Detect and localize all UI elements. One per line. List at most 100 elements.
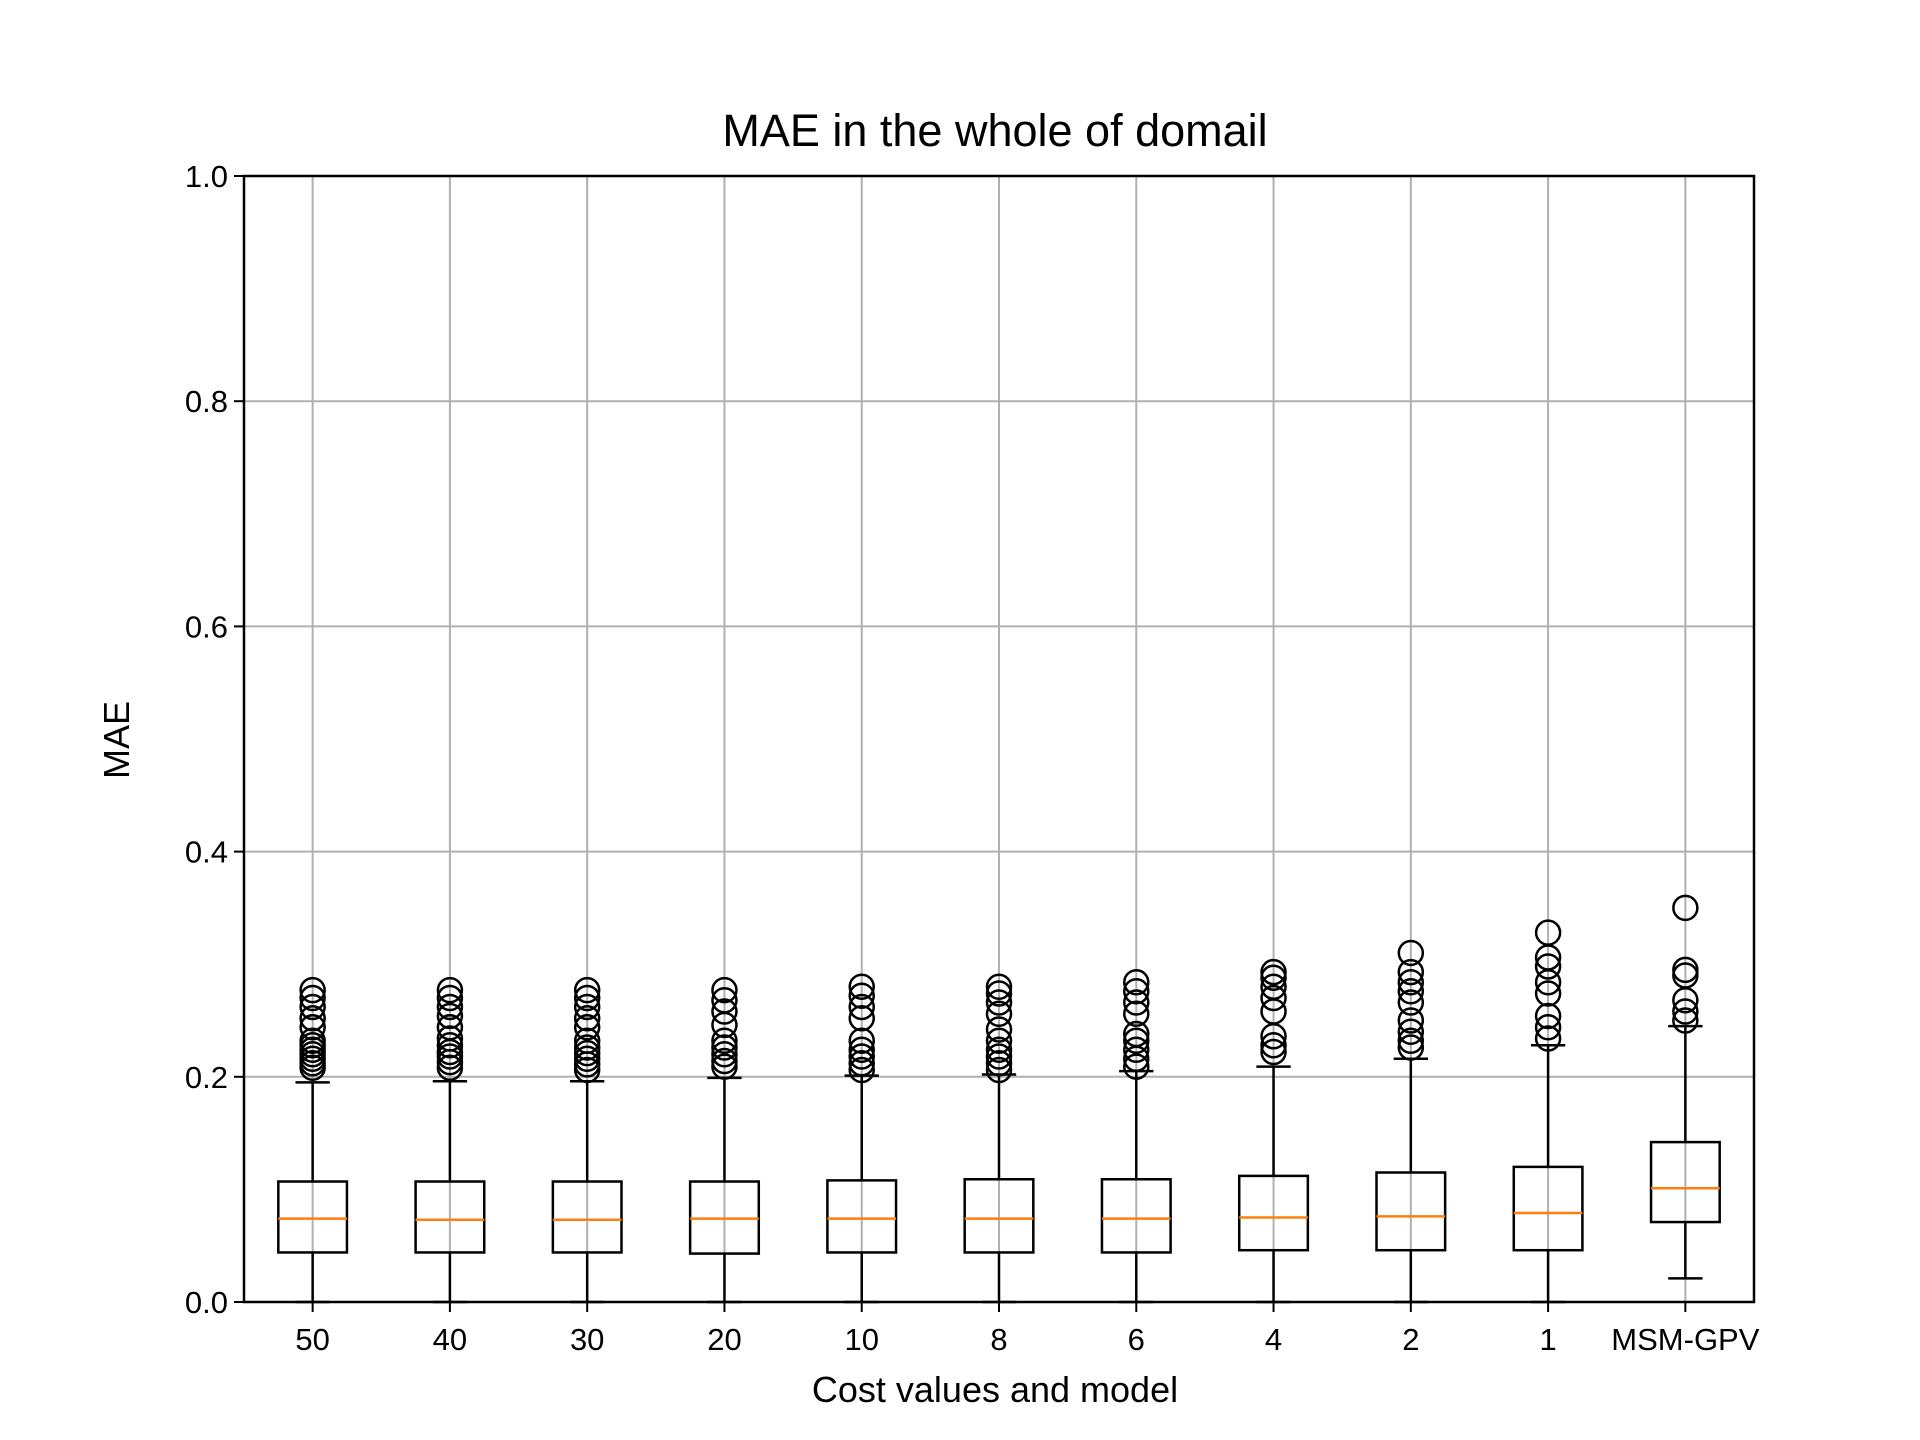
- outlier-point: [1397, 1007, 1425, 1034]
- outlier-point: [848, 1036, 875, 1064]
- box-30: [551, 976, 623, 1304]
- outlier-point: [848, 1050, 875, 1077]
- outlier-point: [1260, 1032, 1287, 1059]
- outlier-point: [1123, 968, 1150, 996]
- box-iqr: [1649, 1140, 1721, 1224]
- outlier-point: [1397, 968, 1425, 996]
- outlier-point: [436, 1032, 464, 1059]
- outlier-point: [848, 1027, 875, 1055]
- chart-title: MAE in the whole of domail: [722, 105, 1267, 156]
- outlier-point: [573, 1004, 601, 1032]
- outlier-point: [985, 1043, 1013, 1070]
- outlier-point: [573, 993, 601, 1021]
- y-tick-label: 0.8: [185, 384, 228, 419]
- x-tick-label: MSM-GPV: [1611, 1322, 1759, 1357]
- outlier-point: [848, 993, 875, 1021]
- outlier-point: [299, 1004, 326, 1032]
- outlier-point: [573, 1014, 601, 1041]
- x-tick-label: 1: [1539, 1322, 1556, 1357]
- outlier-point: [711, 986, 738, 1014]
- box-6: [1100, 968, 1172, 1304]
- box-iqr: [826, 1179, 898, 1254]
- x-tick-label: 50: [295, 1322, 329, 1357]
- outlier-point: [1397, 1018, 1425, 1046]
- outlier-point: [1397, 977, 1425, 1005]
- boxes-layer: [277, 894, 1721, 1304]
- outlier-point: [711, 1047, 738, 1075]
- box-iqr: [1237, 1174, 1310, 1252]
- outlier-point: [573, 1034, 601, 1061]
- outlier-point: [1123, 1036, 1150, 1064]
- outlier-point: [711, 1034, 738, 1061]
- box-iqr: [551, 1180, 623, 1254]
- x-tick-label: 40: [433, 1322, 467, 1357]
- outlier-point: [1260, 984, 1287, 1012]
- outlier-point: [436, 1054, 464, 1082]
- outlier-point: [1534, 953, 1562, 980]
- box-4: [1237, 958, 1310, 1304]
- outlier-point: [1672, 962, 1699, 989]
- x-tick-label: 20: [707, 1322, 741, 1357]
- outlier-point: [299, 976, 326, 1004]
- outlier-point: [711, 976, 738, 1004]
- outlier-point: [436, 993, 464, 1021]
- outlier-point: [1534, 919, 1562, 946]
- outlier-point: [711, 1027, 738, 1055]
- outlier-point: [848, 973, 875, 1000]
- outlier-point: [1672, 998, 1699, 1025]
- outlier-point: [299, 1027, 326, 1055]
- x-tick-label: 10: [844, 1322, 878, 1357]
- outlier-point: [1534, 980, 1562, 1007]
- outlier-point: [711, 1053, 738, 1080]
- outlier-point: [1123, 1027, 1150, 1055]
- outlier-point: [985, 989, 1013, 1016]
- outlier-point: [985, 1050, 1013, 1077]
- outlier-point: [985, 1036, 1013, 1064]
- box-iqr: [1100, 1178, 1172, 1254]
- box-40: [414, 976, 486, 1304]
- outlier-point: [985, 1000, 1013, 1027]
- outlier-point: [1672, 1007, 1699, 1034]
- outlier-point: [1397, 958, 1425, 986]
- outlier-point: [436, 1014, 464, 1041]
- box-iqr: [414, 1180, 486, 1254]
- box-iqr: [277, 1180, 349, 1254]
- outlier-point: [711, 1041, 738, 1068]
- x-tick-label: 2: [1402, 1322, 1419, 1357]
- outlier-point: [848, 982, 875, 1009]
- outlier-point: [299, 993, 326, 1021]
- y-tick-label: 0.0: [185, 1285, 228, 1320]
- outlier-point: [985, 1056, 1013, 1084]
- outlier-point: [1123, 977, 1150, 1005]
- outlier-point: [573, 1056, 601, 1084]
- outlier-point: [1123, 989, 1150, 1016]
- outlier-point: [1397, 989, 1425, 1016]
- outlier-point: [1123, 1000, 1150, 1027]
- x-tick-label: 6: [1128, 1322, 1145, 1357]
- box-MSM-GPV: [1649, 894, 1721, 1280]
- outlier-point: [1397, 939, 1425, 967]
- outlier-point: [985, 1027, 1013, 1055]
- y-tick-label: 0.4: [185, 835, 228, 870]
- outlier-point: [299, 984, 326, 1012]
- outlier-point: [1534, 1014, 1562, 1041]
- outlier-point: [1260, 973, 1287, 1000]
- box-iqr: [963, 1178, 1035, 1254]
- outlier-point: [848, 1056, 875, 1084]
- y-tick-label: 0.2: [185, 1060, 228, 1095]
- outlier-point: [1260, 964, 1287, 991]
- outlier-point: [1397, 1034, 1425, 1061]
- outlier-point: [573, 976, 601, 1004]
- box-8: [963, 973, 1035, 1304]
- box-10: [826, 973, 898, 1304]
- box-iqr: [1375, 1171, 1447, 1252]
- box-iqr: [1512, 1165, 1584, 1252]
- outlier-point: [848, 1043, 875, 1070]
- y-tick-label: 0.6: [185, 609, 228, 644]
- outlier-point: [573, 1027, 601, 1055]
- outlier-point: [1260, 1038, 1287, 1066]
- box-50: [277, 976, 349, 1304]
- x-tick-label: 8: [990, 1322, 1007, 1357]
